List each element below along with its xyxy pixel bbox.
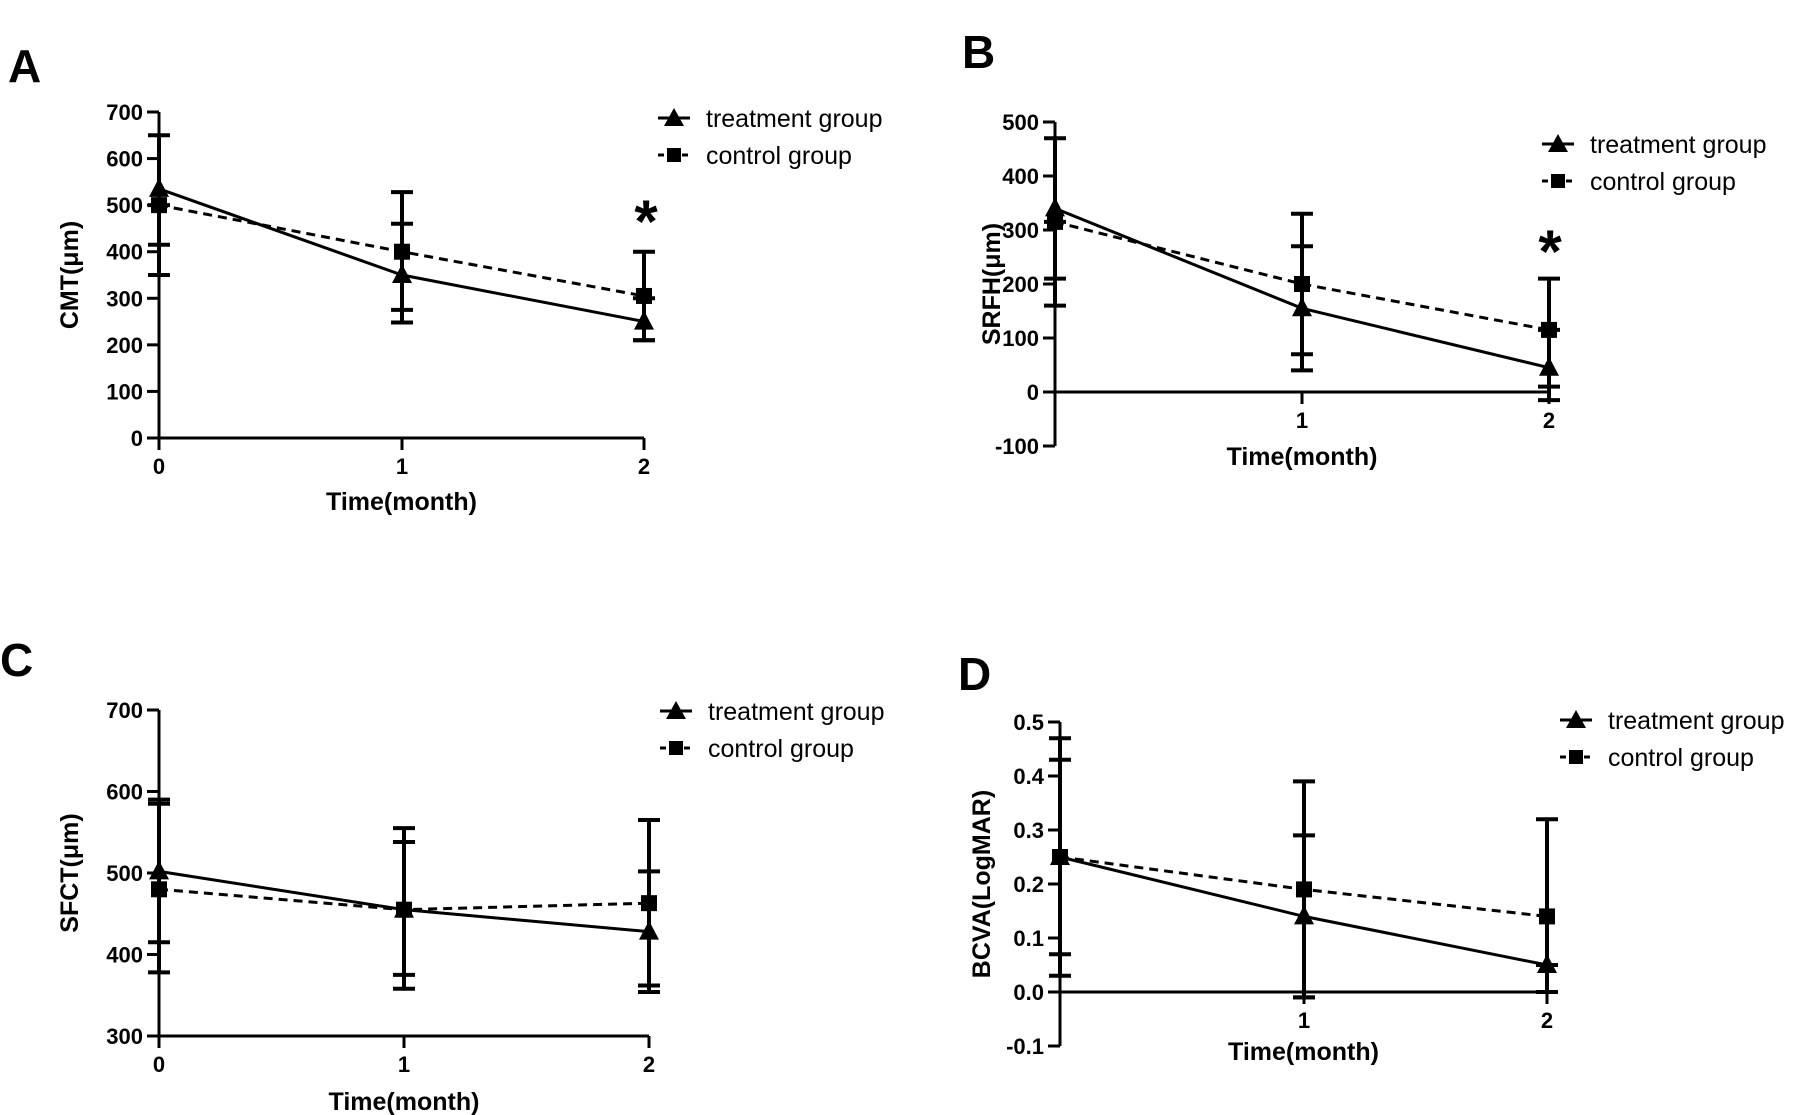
x-tick-label: 1 — [1296, 408, 1308, 433]
significance-asterisk: * — [1538, 218, 1562, 285]
control-data-point — [641, 895, 657, 912]
control-data-point — [1541, 321, 1557, 338]
legend-treatment-marker — [1566, 710, 1586, 728]
x-tick-label: 2 — [1543, 408, 1555, 433]
y-axis-title: CMT(μm) — [56, 221, 84, 329]
chart-panel-a: A 0 100 200 300 400 500 600 700 0 1 2 Time(month) CMT… — [8, 40, 883, 516]
control-data-point — [1047, 213, 1063, 230]
x-tick-label: 2 — [638, 454, 650, 479]
legend-treatment-label: treatment group — [708, 698, 885, 726]
legend-control-marker — [1569, 750, 1583, 764]
y-tick-label: 100 — [106, 379, 143, 404]
control-data-point — [1294, 276, 1310, 292]
y-tick-label: 100 — [1002, 326, 1039, 351]
legend-treatment-label: treatment group — [1608, 707, 1785, 735]
y-tick-label: 500 — [106, 193, 143, 218]
y-tick-label: 0.2 — [1013, 872, 1044, 897]
legend-control-label: control group — [708, 735, 854, 763]
y-tick-label: 600 — [106, 780, 143, 805]
y-tick-label: 500 — [106, 861, 143, 886]
y-tick-label: -0.1 — [1006, 1034, 1044, 1059]
chart-panel-b: B -100 0 100 200 300 400 500 1 2 Time(month) SRFH(μ… — [962, 26, 1767, 471]
y-tick-label: 200 — [106, 333, 143, 358]
legend-control-label: control group — [1590, 168, 1736, 196]
y-tick-label: 0 — [1027, 380, 1039, 405]
y-tick-label: 700 — [106, 100, 143, 125]
control-data-point — [1539, 908, 1555, 925]
y-tick-label: 0.4 — [1013, 764, 1044, 789]
y-tick-label: -100 — [995, 434, 1039, 459]
treatment-data-point — [1045, 197, 1065, 217]
y-tick-label: 700 — [106, 698, 143, 723]
y-tick-label: 400 — [106, 943, 143, 968]
panel-letter: B — [962, 26, 995, 78]
x-tick-label: 0 — [153, 454, 165, 479]
y-tick-label: 300 — [1002, 218, 1039, 243]
x-axis-title: Time(month) — [329, 1088, 480, 1115]
y-tick-label: 500 — [1002, 110, 1039, 135]
y-tick-label: 0.1 — [1013, 926, 1044, 951]
y-tick-label: 300 — [106, 286, 143, 311]
y-tick-label: 200 — [1002, 272, 1039, 297]
legend-treatment-label: treatment group — [706, 105, 883, 133]
legend-treatment-marker — [664, 108, 684, 126]
y-axis-title: SRFH(μm) — [978, 223, 1006, 345]
legend: treatment group control group — [1542, 131, 1767, 196]
chart-panel-c: C 300 400 500 600 700 0 1 2 Time(month) SFCT(μm) tr… — [0, 634, 885, 1115]
y-tick-label: 0.5 — [1013, 710, 1044, 735]
legend: treatment group control group — [1560, 707, 1785, 772]
control-data-point — [151, 881, 167, 898]
x-axis-title: Time(month) — [1227, 443, 1378, 471]
x-tick-label: 2 — [643, 1052, 655, 1077]
legend-treatment-marker — [1548, 134, 1568, 152]
legend: treatment group control group — [658, 105, 883, 170]
y-tick-label: 0.3 — [1013, 818, 1044, 843]
y-tick-label: 0 — [131, 426, 143, 451]
y-tick-label: 400 — [106, 240, 143, 265]
control-data-point — [151, 197, 167, 214]
x-tick-label: 1 — [1298, 1008, 1310, 1033]
control-data-point — [1052, 849, 1068, 865]
control-data-point — [396, 901, 412, 918]
y-tick-label: 300 — [106, 1024, 143, 1049]
x-axis-title: Time(month) — [326, 488, 477, 516]
control-data-point — [394, 243, 410, 260]
x-tick-label: 0 — [153, 1052, 165, 1077]
x-tick-label: 2 — [1541, 1008, 1553, 1033]
y-tick-label: 400 — [1002, 164, 1039, 189]
x-tick-label: 1 — [396, 454, 408, 479]
legend-control-marker — [667, 148, 681, 162]
x-tick-label: 1 — [398, 1052, 410, 1077]
y-tick-label: 600 — [106, 147, 143, 172]
legend-control-label: control group — [1608, 744, 1754, 772]
panel-letter: A — [8, 40, 41, 92]
x-axis-title: Time(month) — [1228, 1038, 1379, 1066]
treatment-data-point — [149, 177, 169, 197]
panel-letter: D — [958, 648, 991, 700]
legend-treatment-label: treatment group — [1590, 131, 1767, 159]
legend: treatment group control group — [660, 698, 885, 763]
control-data-point — [636, 287, 652, 304]
legend-treatment-marker — [666, 701, 686, 719]
panel-letter: C — [0, 634, 33, 686]
legend-control-marker — [669, 741, 683, 755]
chart-panel-d: D -0.1 0.0 0.1 0.2 0.3 0.4 0.5 1 2 Time(month) BCVA… — [958, 648, 1785, 1066]
y-axis-title: SFCT(μm) — [56, 813, 84, 932]
control-data-point — [1296, 881, 1312, 898]
legend-control-marker — [1551, 174, 1565, 188]
y-tick-label: 0.0 — [1013, 980, 1044, 1005]
y-axis-title: BCVA(LogMAR) — [968, 790, 996, 978]
legend-control-label: control group — [706, 142, 852, 170]
control-series-line — [1054, 220, 1550, 332]
significance-asterisk: * — [634, 188, 658, 255]
